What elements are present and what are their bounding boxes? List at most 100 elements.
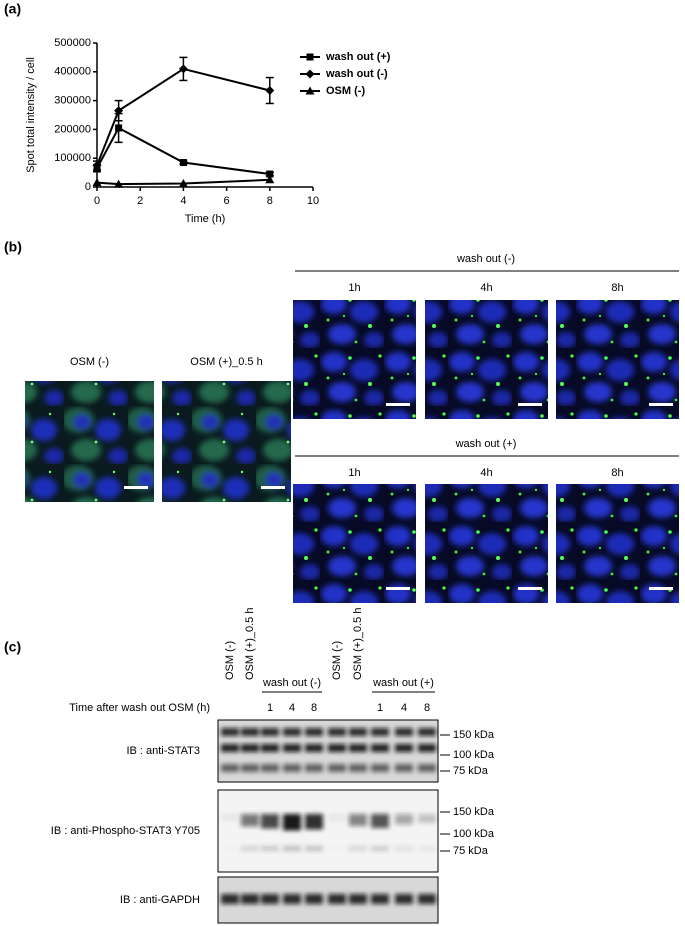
lane-label: 4 [289, 702, 295, 714]
band [305, 814, 323, 830]
band [418, 846, 436, 851]
band [328, 846, 346, 851]
group-title: wash out (-) [456, 253, 515, 265]
x-tick-label: 0 [94, 195, 100, 207]
image-label: OSM (+)_0.5 h [190, 356, 262, 368]
micrograph [425, 300, 548, 419]
band [305, 846, 323, 851]
band [371, 846, 389, 851]
panel-label: (b) [4, 239, 22, 255]
marker [115, 124, 123, 132]
time-label: 1h [348, 467, 360, 479]
series-line [96, 178, 270, 186]
band [305, 894, 323, 904]
y-tick-label: 100000 [54, 152, 91, 164]
band [395, 894, 413, 904]
panel-label: (a) [4, 1, 21, 17]
y-tick-label: 400000 [54, 66, 91, 78]
blot-membrane [217, 789, 439, 873]
micrograph [556, 300, 679, 419]
size-marker: 100 kDa [453, 828, 495, 840]
band [349, 728, 367, 736]
band [241, 744, 259, 752]
time-label: 1h [348, 282, 360, 294]
legend-label: wash out (-) [325, 68, 388, 80]
x-axis-title: Time (h) [185, 213, 226, 225]
x-tick-label: 4 [180, 195, 186, 207]
band [395, 728, 413, 736]
size-marker: 150 kDa [453, 806, 495, 818]
size-marker: 75 kDa [453, 845, 489, 857]
scale-bar [649, 403, 673, 406]
band [395, 846, 413, 851]
band [349, 814, 367, 826]
band [305, 744, 323, 752]
band [418, 728, 436, 736]
scale-bar [386, 403, 410, 406]
scale-bar [124, 486, 148, 489]
marker [265, 175, 275, 184]
bands [221, 728, 436, 772]
band [395, 744, 413, 752]
marker [266, 170, 274, 178]
x-tick-label: 6 [224, 195, 230, 207]
band [328, 744, 346, 752]
band [371, 814, 389, 828]
blot-label: IB : anti-Phospho-STAT3 Y705 [51, 825, 200, 837]
band [371, 764, 389, 772]
y-tick-label: 200000 [54, 123, 91, 135]
marker [114, 179, 124, 188]
scale-bar [386, 587, 410, 590]
series-line [96, 67, 271, 166]
band [241, 728, 259, 736]
band [261, 814, 279, 829]
group-title: wash out (+) [372, 677, 434, 689]
marker [92, 160, 102, 170]
band [371, 894, 389, 904]
scale-bar [649, 587, 673, 590]
band [241, 894, 259, 904]
band [283, 814, 301, 831]
lane-label: OSM (+)_0.5 h [352, 608, 364, 680]
legend-marker [306, 53, 314, 61]
legend-label: wash out (+) [325, 51, 391, 63]
lane-label: OSM (-) [224, 641, 236, 680]
band [283, 894, 301, 904]
band [395, 764, 413, 772]
time-label: 4h [480, 467, 492, 479]
band [221, 894, 239, 904]
band [221, 846, 239, 851]
legend-label: OSM (-) [326, 85, 365, 97]
band [395, 814, 413, 825]
size-marker: 100 kDa [453, 749, 495, 761]
band [328, 764, 346, 772]
y-tick-label: 0 [85, 181, 91, 193]
band [261, 728, 279, 736]
band [241, 846, 259, 851]
x-tick-label: 2 [137, 195, 143, 207]
size-marker: 75 kDa [453, 765, 489, 777]
marker [265, 86, 275, 96]
marker [178, 64, 188, 74]
y-tick-label: 500000 [54, 37, 91, 49]
time-label: 8h [611, 467, 623, 479]
band [283, 744, 301, 752]
band [261, 744, 279, 752]
band [283, 846, 301, 851]
lane-label: OSM (+)_0.5 h [244, 608, 256, 680]
micrograph [162, 381, 291, 502]
band [349, 764, 367, 772]
band [328, 894, 346, 904]
blot-label: IB : anti-GAPDH [120, 894, 200, 906]
band [261, 894, 279, 904]
band [349, 894, 367, 904]
band [418, 814, 436, 823]
band [349, 744, 367, 752]
band [371, 744, 389, 752]
band [371, 728, 389, 736]
lane-label: 4 [401, 702, 407, 714]
band [221, 814, 239, 822]
band [241, 764, 259, 772]
scale-bar [261, 486, 285, 489]
